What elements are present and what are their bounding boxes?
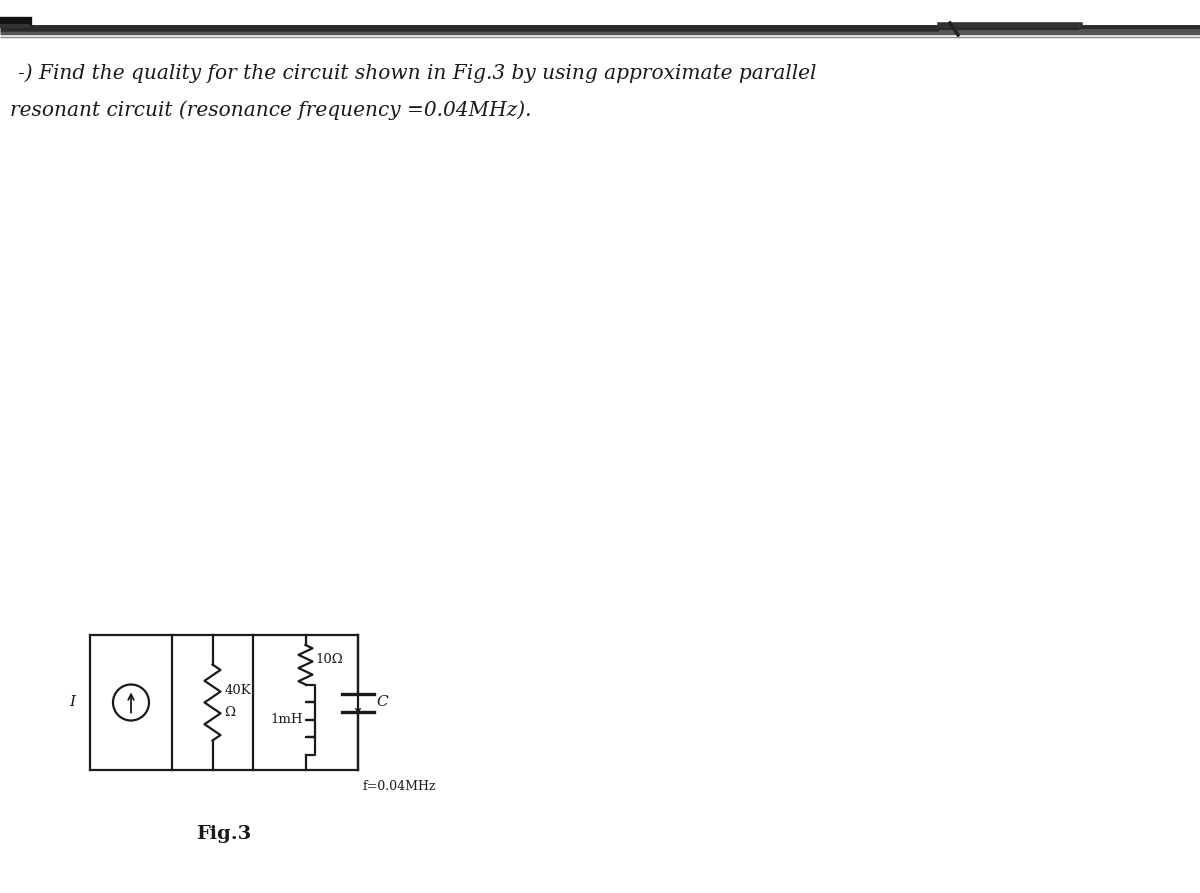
- Text: f=0.04MHz: f=0.04MHz: [364, 780, 437, 793]
- Text: I: I: [70, 696, 74, 710]
- Text: Fig.3: Fig.3: [197, 825, 252, 843]
- Text: 1mH: 1mH: [270, 714, 302, 726]
- Text: 10Ω: 10Ω: [316, 654, 343, 666]
- Text: resonant circuit (resonance frequency =0.04MHz).: resonant circuit (resonance frequency =0…: [10, 100, 532, 120]
- Text: Ω: Ω: [224, 706, 235, 719]
- Text: C: C: [376, 696, 388, 710]
- Text: -) Find the quality for the circuit shown in Fig.3 by using approximate parallel: -) Find the quality for the circuit show…: [18, 63, 816, 83]
- Text: 40K: 40K: [224, 684, 251, 697]
